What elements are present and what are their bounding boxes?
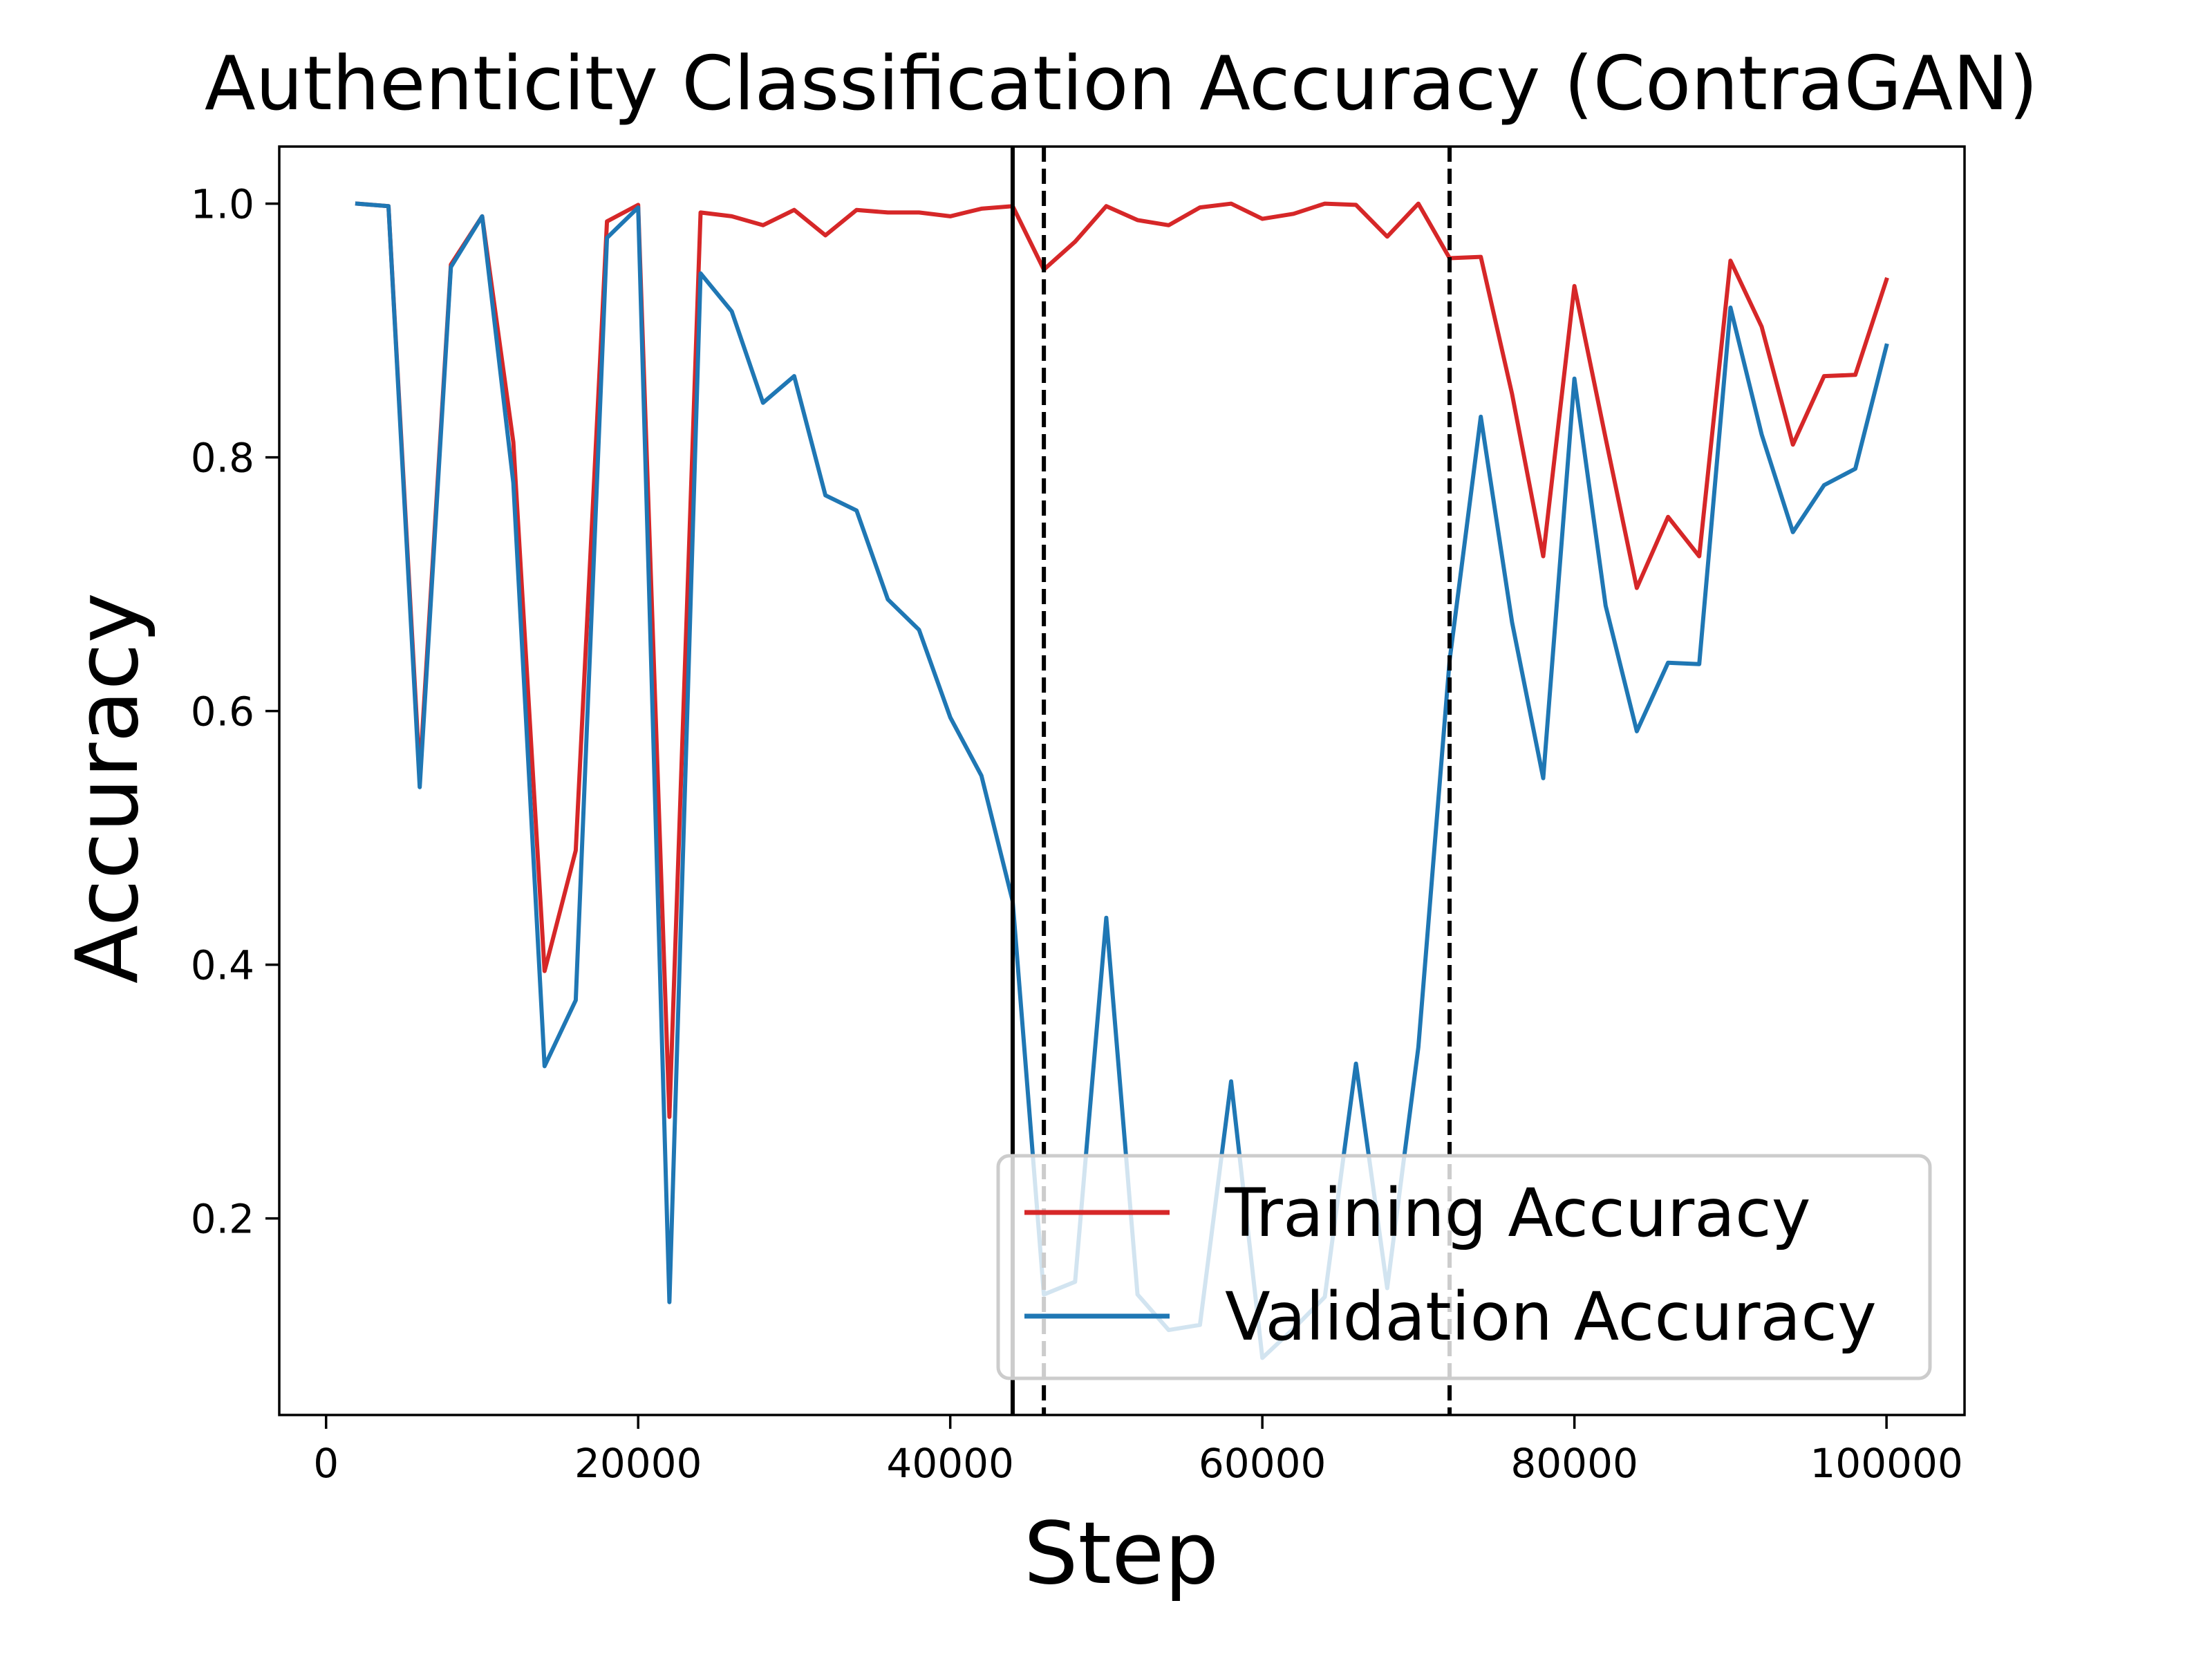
series-line-training [355, 201, 1889, 1119]
y-axis-ticks: 0.2 0.4 0.6 0.8 1.0 [191, 181, 279, 1243]
x-tick-label: 80000 [1510, 1440, 1638, 1487]
y-axis-label: Accuracy [58, 592, 158, 984]
x-tick-label: 40000 [886, 1440, 1014, 1487]
y-tick-label: 0.8 [191, 435, 254, 482]
x-tick-label: 20000 [574, 1440, 702, 1487]
y-tick-label: 0.2 [191, 1196, 254, 1243]
legend-label-validation: Validation Accuracy [1225, 1278, 1877, 1356]
x-axis-ticks: 0 20000 40000 60000 80000 100000 [313, 1415, 1963, 1487]
chart-title: Authenticity Classification Accuracy (Co… [205, 41, 2038, 127]
x-tick-label: 0 [313, 1440, 339, 1487]
legend: Training Accuracy Validation Accuracy [996, 1154, 1932, 1380]
x-tick-label: 60000 [1199, 1440, 1327, 1487]
y-tick-label: 0.6 [191, 688, 254, 735]
x-axis-label: Step [1024, 1504, 1219, 1604]
axes-frame [278, 145, 1966, 1416]
y-tick-label: 1.0 [191, 181, 254, 228]
y-tick-label: 0.4 [191, 942, 254, 989]
x-tick-label: 100000 [1810, 1440, 1962, 1487]
plot-area [278, 145, 1966, 1416]
legend-box [996, 1154, 1932, 1380]
legend-label-training: Training Accuracy [1224, 1174, 1811, 1252]
series-line-validation [355, 201, 1889, 1360]
